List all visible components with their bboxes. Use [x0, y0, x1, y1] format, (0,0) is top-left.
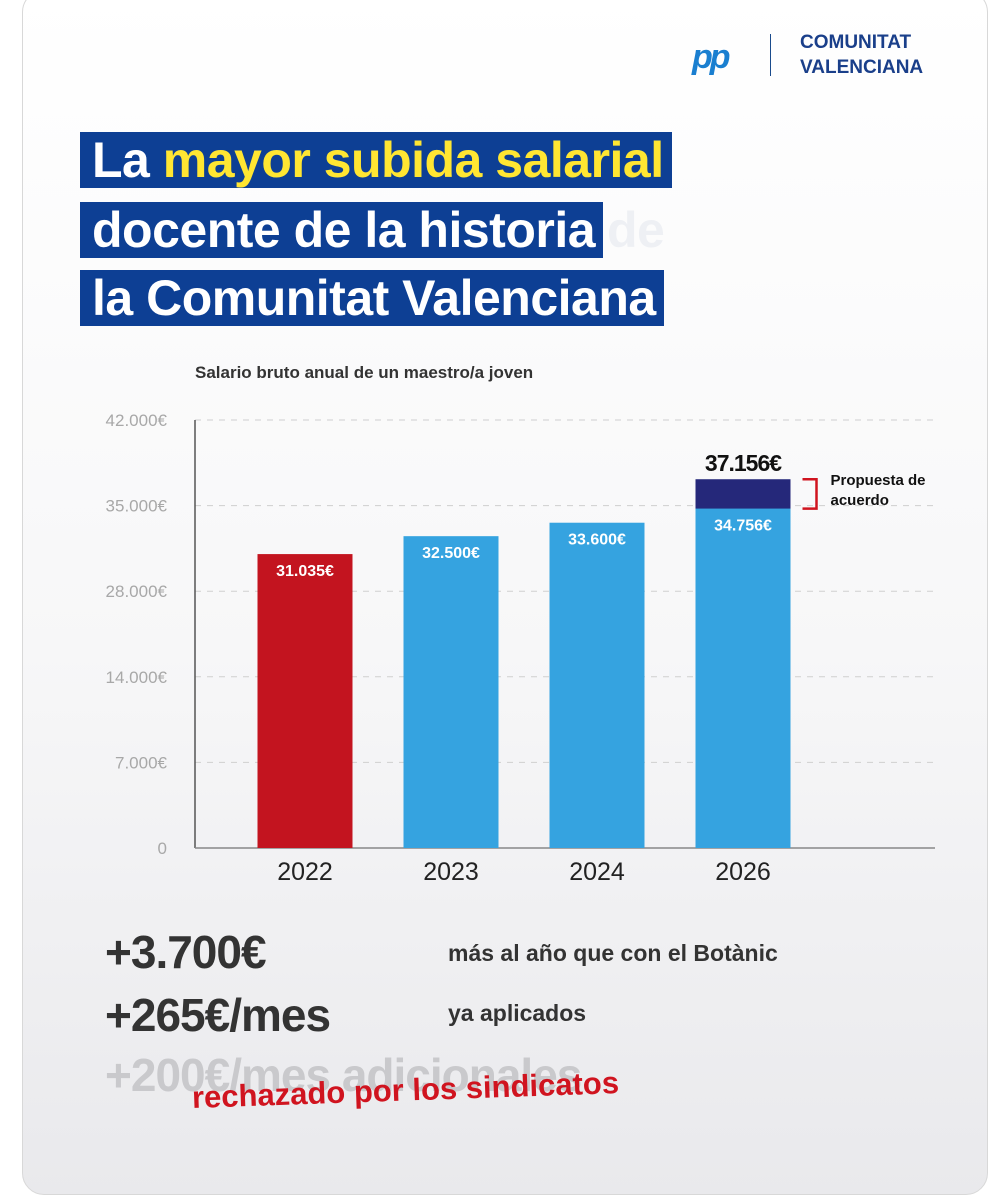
y-tick-label: 35.000€ — [106, 497, 168, 516]
org-name: COMUNITAT VALENCIANA — [800, 30, 923, 80]
title-highlight: mayor subida salarial — [162, 132, 664, 188]
stat-value: +3.700€ — [105, 926, 267, 978]
y-tick-label: 42.000€ — [106, 411, 168, 430]
value-label: 37.156€ — [705, 450, 782, 476]
org-line: VALENCIANA — [800, 57, 924, 78]
x-tick-label: 2024 — [569, 858, 625, 886]
title-line: docente de la historia de — [80, 200, 665, 260]
x-tick-label: 2022 — [277, 858, 333, 886]
title-text: la Comunitat Valenciana — [80, 270, 664, 326]
y-tick-label: 7.000€ — [115, 753, 168, 772]
value-label: 34.756€ — [714, 518, 772, 535]
stat-value: +265€/mes — [105, 989, 331, 1041]
card — [22, 0, 988, 1195]
org-line: COMUNITAT — [800, 32, 912, 53]
title-text: docente de la historia — [80, 202, 604, 258]
value-label: 31.035€ — [276, 563, 334, 580]
title-text: La — [92, 132, 150, 188]
value-label: 32.500€ — [422, 545, 480, 562]
stat-value: +200€/mes adicionales — [105, 1049, 582, 1101]
title-line: La mayor subida salarial — [80, 130, 672, 190]
annotation: Propuesta de acuerdo — [830, 472, 926, 510]
y-tick-label: 14.000€ — [106, 668, 168, 687]
y-tick-label: 0 — [158, 839, 167, 858]
title-faded: de — [607, 202, 665, 258]
stat-text: más al año que con el Botànic — [448, 940, 778, 966]
title-line: la Comunitat Valenciana — [80, 268, 664, 328]
x-tick-label: 2023 — [423, 858, 479, 886]
bar — [695, 508, 791, 848]
y-tick-label: 28.000€ — [106, 582, 168, 601]
bar — [549, 522, 645, 848]
value-label: 33.600€ — [568, 532, 626, 549]
bracket — [802, 477, 818, 510]
bar — [257, 554, 353, 848]
bar — [403, 536, 499, 848]
stat-text: ya aplicados — [448, 1000, 587, 1026]
logo: pp — [692, 38, 731, 76]
x-tick-label: 2026 — [715, 858, 771, 886]
chart-subtitle: Salario bruto anual de un maestro/a jove… — [195, 363, 533, 382]
separator — [770, 34, 771, 76]
